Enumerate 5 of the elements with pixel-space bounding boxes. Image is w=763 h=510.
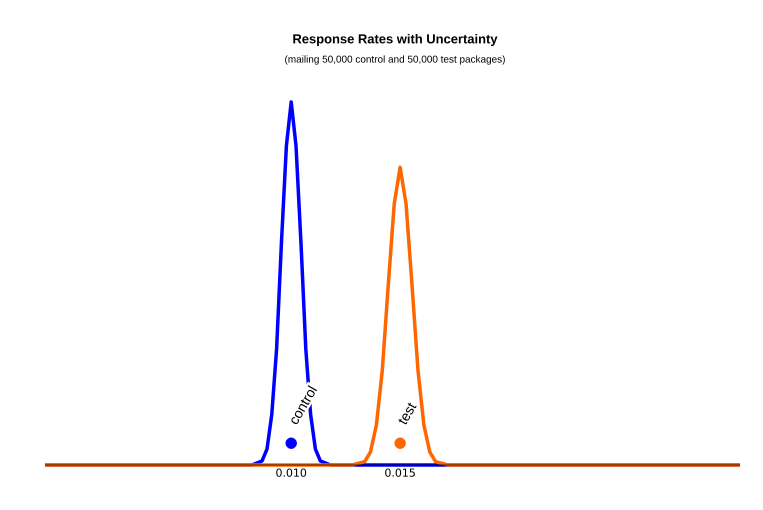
text: test — [398, 402, 417, 424]
chart-title: Response Rates with Uncertainty — [293, 34, 498, 46]
chart-subtitle: (mailing 50,000 control and 50,000 test packages) — [285, 55, 505, 65]
x-tick-label: 0.010 — [276, 468, 306, 477]
x-tick-label: 0.015 — [385, 468, 415, 477]
